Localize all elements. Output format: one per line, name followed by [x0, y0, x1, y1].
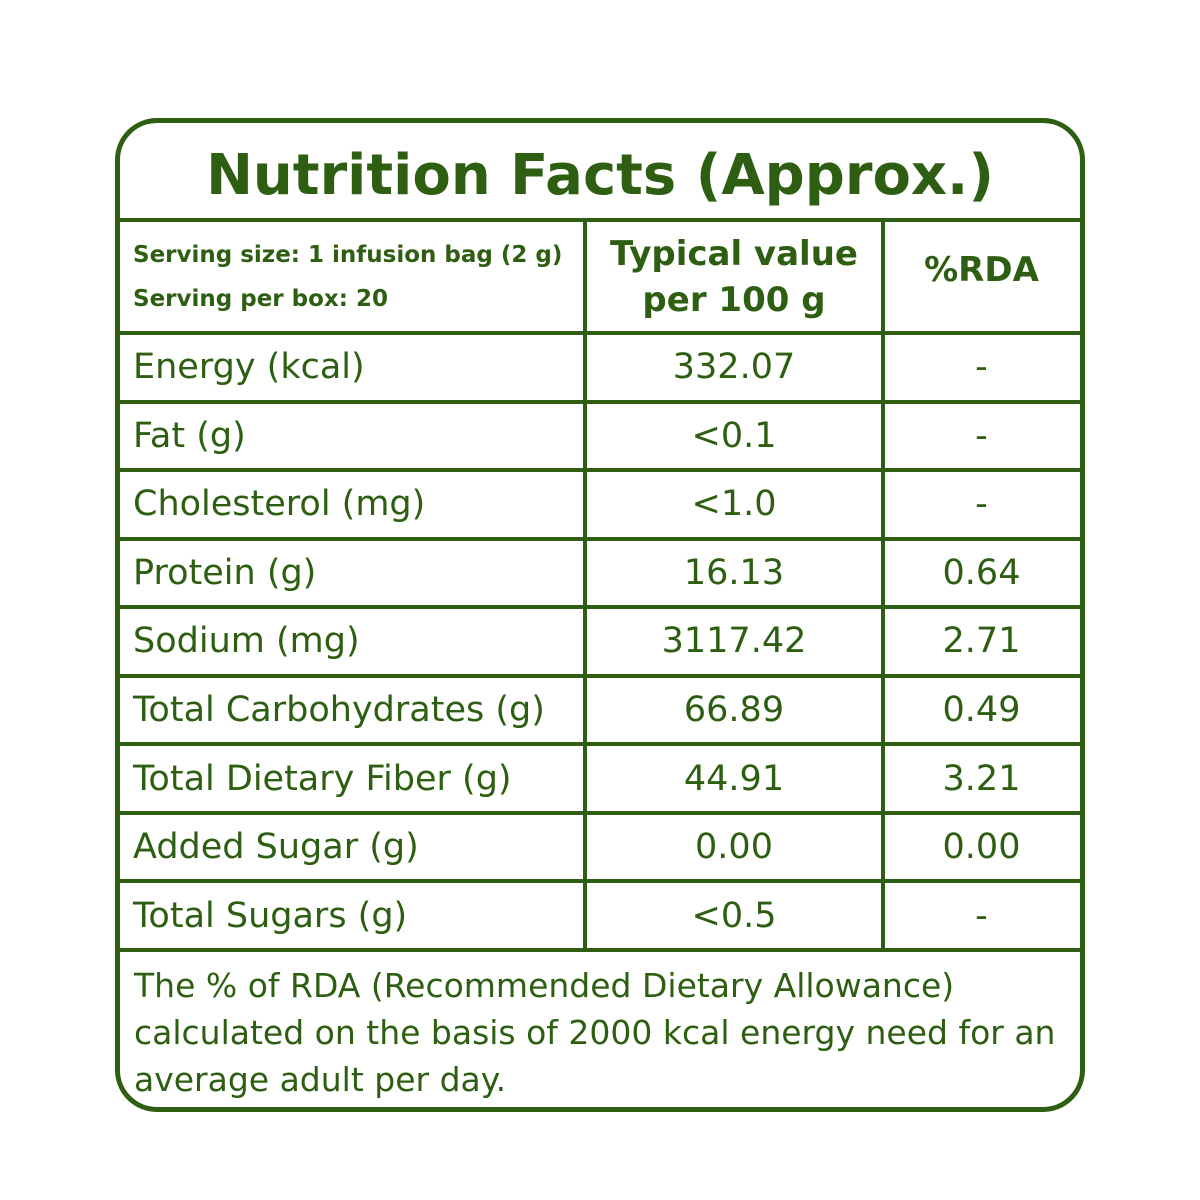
row-divider: [120, 673, 1080, 678]
row-divider: [120, 218, 1080, 222]
rda-value: 0.49: [942, 690, 1021, 731]
table-frame: [115, 118, 1085, 1112]
column-divider: [881, 220, 885, 950]
typical-value: <0.5: [691, 895, 777, 936]
rda-value: -: [975, 484, 988, 525]
rda-value: 0.64: [942, 552, 1021, 593]
column-divider: [583, 220, 587, 950]
row-divider: [120, 810, 1080, 815]
serving-info: Serving size: 1 infusion bag (2 g) Servin…: [133, 222, 562, 332]
typical-value: <0.1: [691, 415, 777, 456]
nutrient-name: Sodium (mg): [133, 621, 360, 662]
row-divider: [120, 605, 1080, 610]
nutrient-name: Total Dietary Fiber (g): [133, 758, 512, 799]
typical-value: 0.00: [695, 827, 773, 868]
nutrient-name: Total Carbohydrates (g): [133, 690, 545, 731]
rda-header: %RDA: [924, 250, 1039, 290]
row-divider: [120, 331, 1080, 335]
footnote: The % of RDA (Recommended Dietary Allowa…: [134, 962, 1055, 1103]
rda-value: 0.00: [942, 827, 1021, 868]
typical-value: 16.13: [683, 552, 785, 593]
footnote-line: calculated on the basis of 2000 kcal ene…: [134, 1013, 1056, 1052]
row-divider: [120, 879, 1080, 884]
nutrient-name: Energy (kcal): [133, 347, 365, 388]
typical-value: 44.91: [683, 758, 785, 799]
row-divider: [120, 536, 1080, 541]
nutrient-name: Fat (g): [133, 415, 246, 456]
serving-line: Serving size: 1 infusion bag (2 g): [133, 242, 563, 268]
typical-value: 3117.42: [661, 621, 807, 662]
rda-value: -: [975, 895, 988, 936]
nutrient-name: Protein (g): [133, 552, 317, 593]
rda-value: -: [975, 347, 988, 388]
footnote-line: average adult per day.: [134, 1060, 507, 1099]
title: Nutrition Facts (Approx.): [206, 142, 994, 208]
typical-line: Typical value: [610, 233, 858, 274]
rda-value: 3.21: [942, 758, 1021, 799]
footnote-line: The % of RDA (Recommended Dietary Allowa…: [134, 966, 955, 1005]
nutrient-name: Total Sugars (g): [133, 895, 408, 936]
row-divider: [120, 399, 1080, 404]
rda-value: -: [975, 415, 988, 456]
typical-value: 332.07: [672, 347, 796, 388]
nutrient-name: Cholesterol (mg): [133, 484, 426, 525]
typical-value: 66.89: [683, 690, 785, 731]
row-divider: [120, 948, 1080, 952]
typical-header: Typical value per 100 g: [585, 220, 883, 333]
row-divider: [120, 742, 1080, 747]
typical-value: <1.0: [691, 484, 777, 525]
nutrient-name: Added Sugar (g): [133, 827, 419, 868]
typical-line: per 100 g: [642, 279, 826, 320]
serving-line: Serving per box: 20: [133, 286, 388, 312]
row-divider: [120, 468, 1080, 473]
rda-value: 2.71: [942, 621, 1021, 662]
